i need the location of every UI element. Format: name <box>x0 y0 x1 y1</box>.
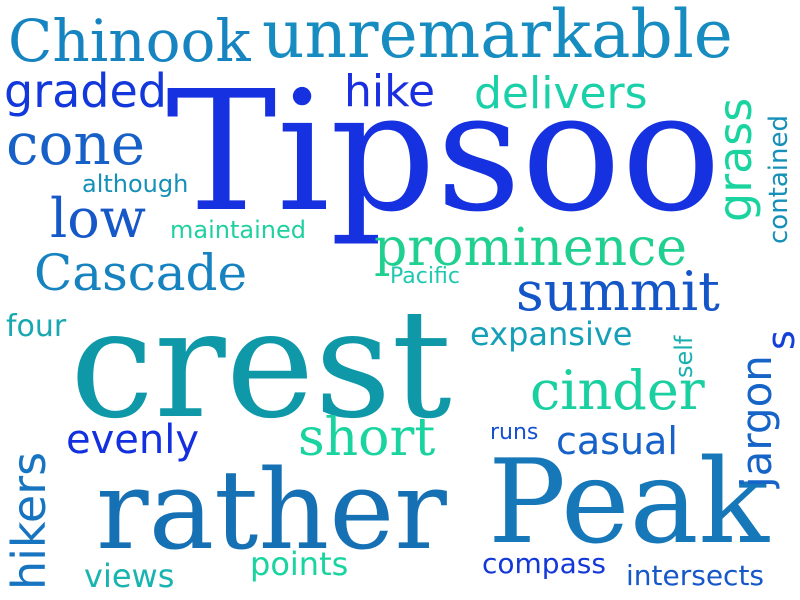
word-crest: crest <box>70 278 452 452</box>
word-cone: cone <box>6 110 146 178</box>
word-peak: Peak <box>488 435 769 570</box>
word-cinder: cinder <box>530 359 705 422</box>
word-tipsoo: Tipsoo <box>166 56 722 249</box>
word-pacific: Pacific <box>390 264 460 289</box>
word-maintained: maintained <box>170 216 306 244</box>
word-self: self <box>670 335 698 378</box>
word-hike: hike <box>344 66 436 117</box>
word-contained: contained <box>764 114 794 244</box>
word-rather: rather <box>96 446 447 574</box>
word-unremarkable: unremarkable <box>262 0 733 73</box>
word-prominence: prominence <box>374 218 688 278</box>
word-chinook: Chinook <box>8 7 251 75</box>
word-jargon: hikers <box>2 451 56 590</box>
word-points: points <box>250 545 349 583</box>
word-hikers: jargon <box>732 355 781 488</box>
word-four: four <box>6 309 67 344</box>
word-summit: summit <box>516 260 720 323</box>
word-cascade: Cascade <box>34 244 248 302</box>
word-views: views <box>84 557 175 595</box>
word-intersects: intersects <box>626 559 765 592</box>
word-casual: casual <box>556 419 678 463</box>
word-expansive: expansive <box>470 315 633 353</box>
word-s: s <box>759 330 800 350</box>
word-grass: grass <box>708 97 762 222</box>
word-although: although <box>82 170 189 198</box>
word-delivers: delivers <box>474 68 648 119</box>
word-compass: compass <box>482 547 606 580</box>
word-evenly: evenly <box>66 417 200 463</box>
word-low: low <box>50 187 147 250</box>
word-runs: runs <box>490 420 539 445</box>
word-graded: graded <box>4 64 167 118</box>
word-short: short <box>298 408 436 468</box>
